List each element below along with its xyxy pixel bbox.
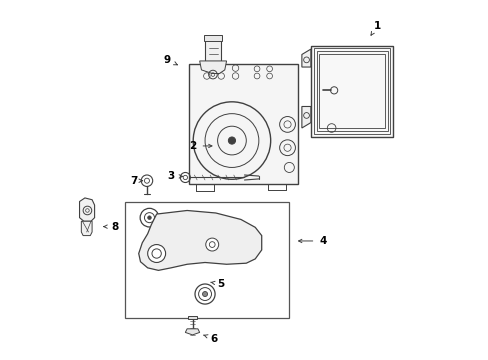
Polygon shape	[301, 107, 310, 128]
Polygon shape	[80, 198, 94, 221]
Polygon shape	[185, 329, 199, 335]
Polygon shape	[301, 49, 310, 67]
Text: 8: 8	[112, 222, 119, 231]
Text: 5: 5	[217, 279, 224, 289]
Polygon shape	[139, 211, 261, 270]
Text: 3: 3	[167, 171, 174, 181]
Bar	[125, 202, 288, 318]
Bar	[319, 54, 384, 129]
Bar	[204, 40, 221, 61]
Bar	[187, 316, 197, 319]
Text: 1: 1	[373, 21, 380, 31]
Text: 4: 4	[319, 236, 326, 246]
Circle shape	[205, 238, 218, 251]
Circle shape	[228, 137, 235, 144]
Bar	[310, 45, 392, 137]
Text: 2: 2	[188, 141, 196, 151]
Text: 9: 9	[163, 55, 171, 65]
Bar	[316, 51, 387, 131]
Polygon shape	[199, 61, 226, 73]
Text: 7: 7	[130, 176, 138, 186]
Bar	[310, 45, 392, 137]
Ellipse shape	[188, 221, 221, 239]
Text: 6: 6	[210, 333, 217, 343]
Circle shape	[147, 216, 151, 220]
Bar	[313, 48, 389, 134]
Circle shape	[147, 244, 165, 262]
Polygon shape	[81, 221, 92, 235]
Bar	[188, 64, 298, 184]
Circle shape	[202, 292, 207, 297]
Bar	[203, 35, 222, 41]
